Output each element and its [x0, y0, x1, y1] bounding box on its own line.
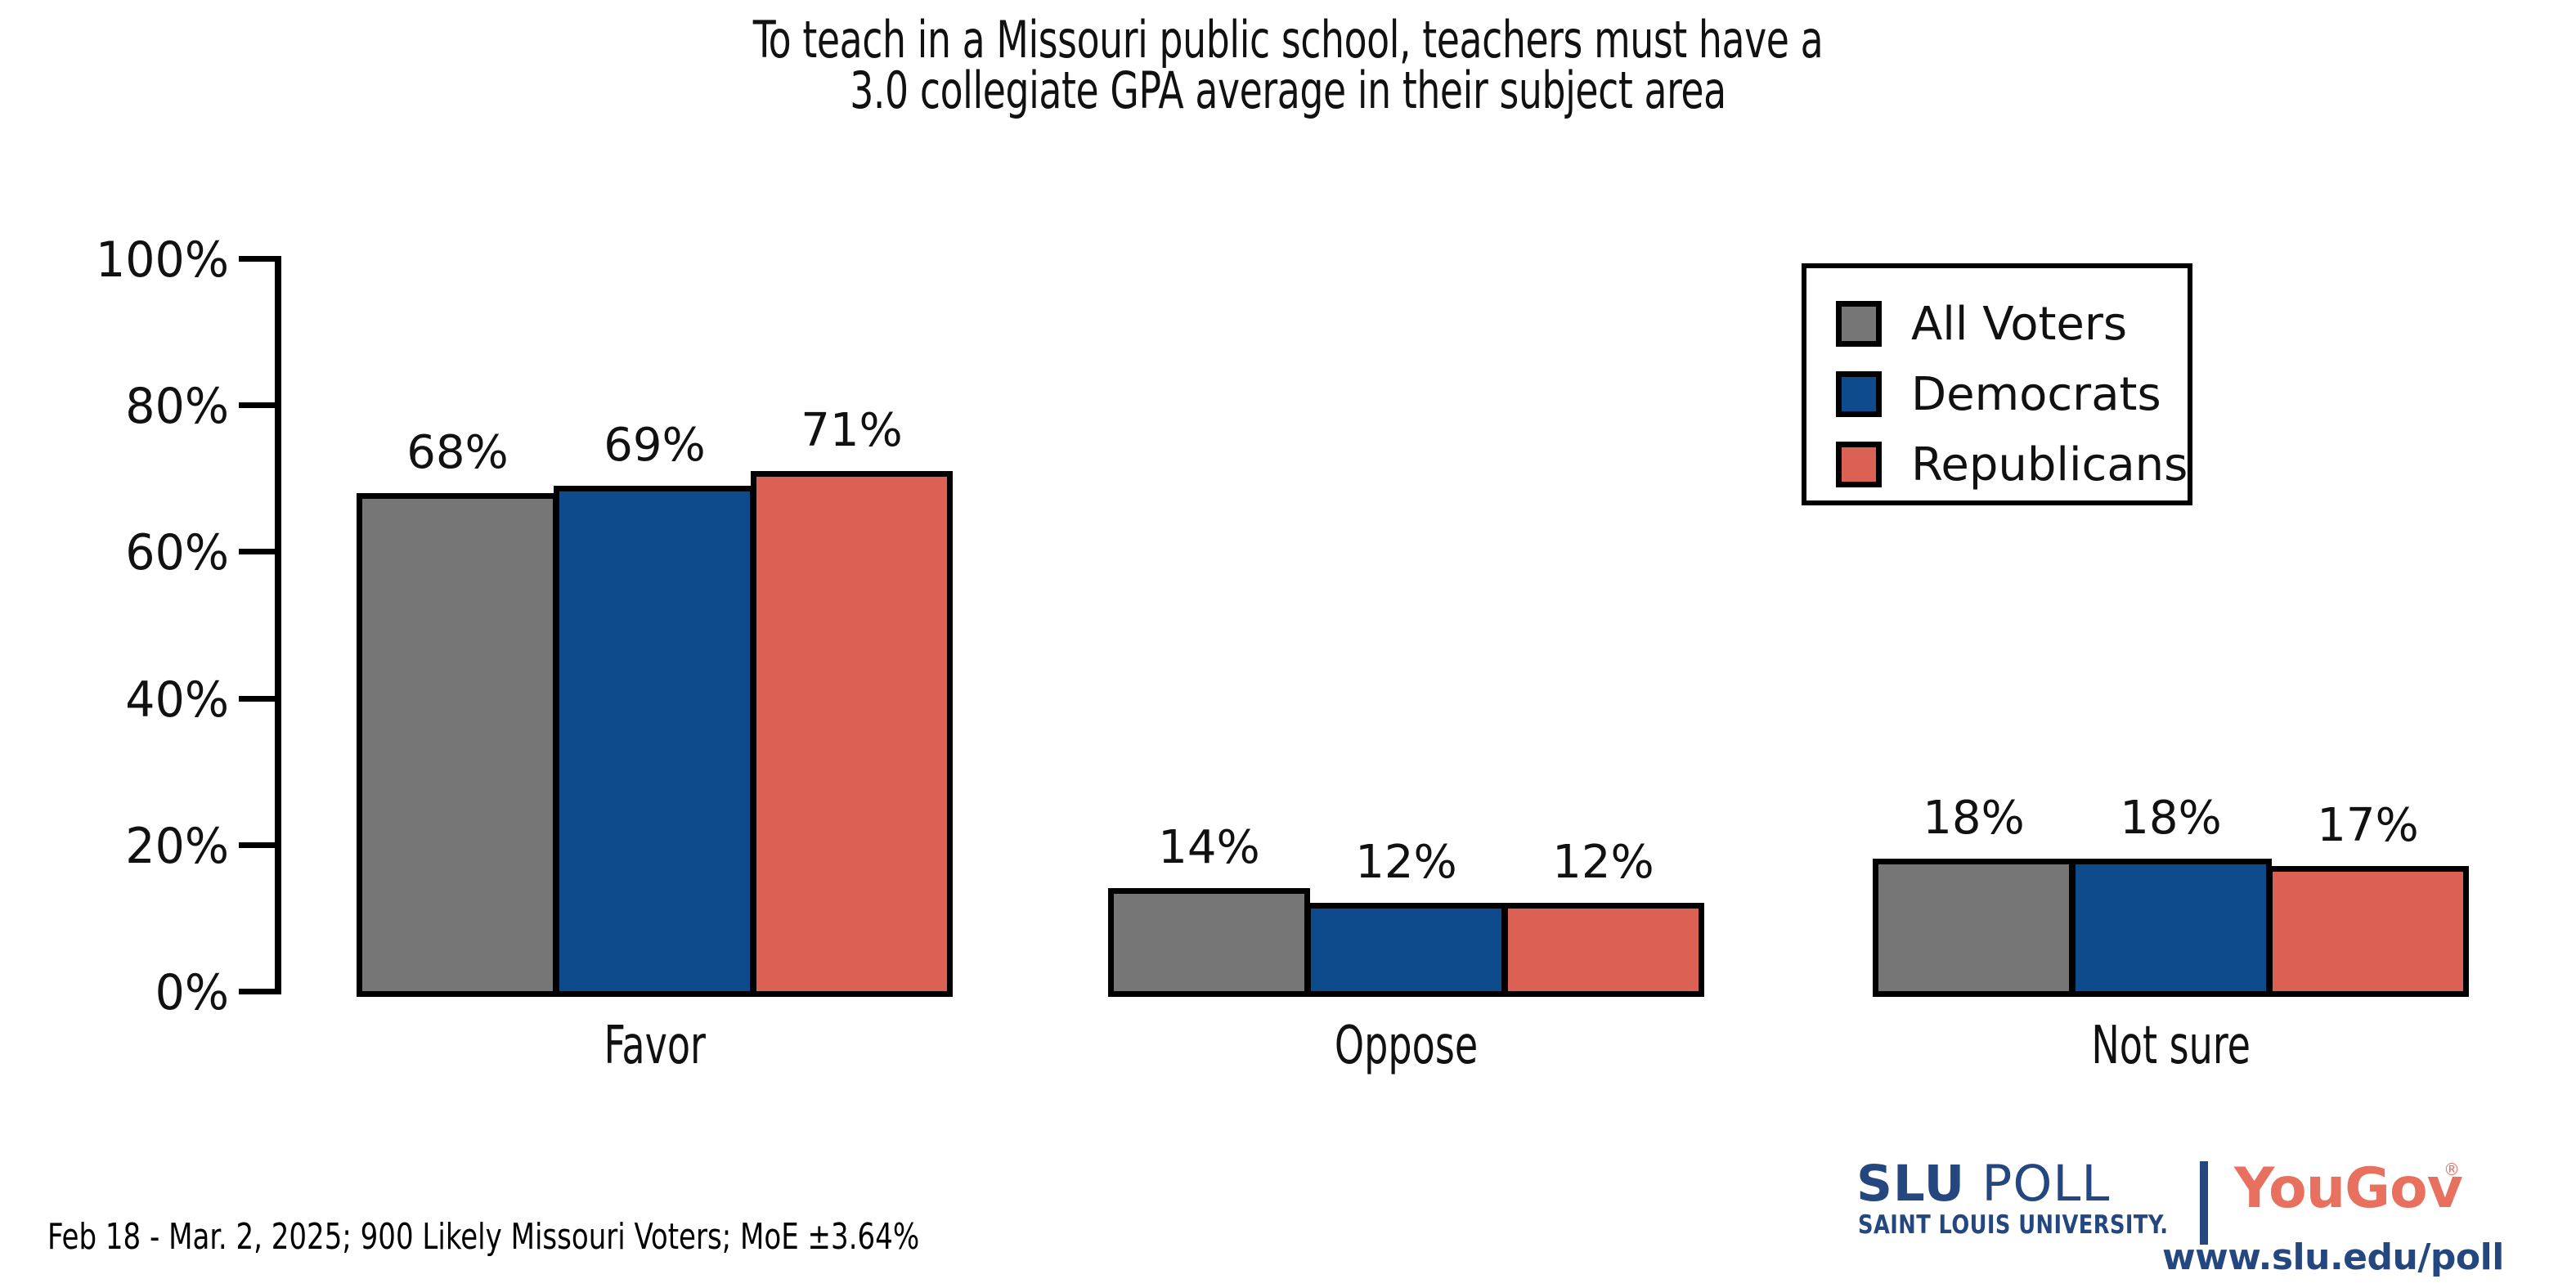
y-axis-tick-100: [239, 256, 281, 262]
bar-favor-all-voters[interactable]: [357, 493, 559, 997]
y-axis-label-80: 80%: [125, 378, 229, 435]
chart-title: To teach in a Missouri public school, te…: [0, 15, 2576, 116]
chart-title-line-1: To teach in a Missouri public school, te…: [752, 10, 1824, 70]
bar-value-notsure-all-voters: 18%: [1923, 792, 2025, 845]
bar-notsure-republicans[interactable]: [2267, 866, 2469, 997]
legend-label-republicans: Republicans: [1911, 438, 2188, 491]
legend-label-democrats: Democrats: [1911, 367, 2161, 421]
y-axis-label-40: 40%: [125, 671, 229, 729]
legend-swatch-all-voters: [1836, 301, 1882, 347]
bar-value-oppose-democrats: 12%: [1355, 836, 1457, 889]
legend-swatch-democrats: [1836, 371, 1882, 417]
slu-poll-url[interactable]: www.slu.edu/poll: [2162, 1236, 2504, 1278]
slu-bold-text: SLU: [1856, 1155, 1966, 1213]
bar-favor-republicans[interactable]: [751, 471, 953, 997]
bar-value-favor-all-voters: 68%: [406, 426, 509, 479]
bar-value-notsure-democrats: 18%: [2120, 792, 2222, 845]
legend: All Voters Democrats Republicans: [1802, 263, 2192, 505]
y-axis-label-0: 0%: [155, 964, 229, 1021]
legend-item-democrats[interactable]: Democrats: [1836, 365, 2161, 424]
footnote: Feb 18 - Mar. 2, 2025; 900 Likely Missou…: [47, 1216, 920, 1258]
logo-divider: [2200, 1161, 2208, 1245]
x-axis-label-favor: Favor: [604, 1016, 706, 1076]
y-axis-tick-40: [239, 696, 281, 702]
y-axis-tick-80: [239, 402, 281, 408]
bar-value-oppose-all-voters: 14%: [1158, 821, 1260, 874]
bar-oppose-democrats[interactable]: [1305, 903, 1507, 997]
registered-trademark-icon: ®: [2444, 1160, 2460, 1179]
poll-text: POLL: [1965, 1155, 2111, 1213]
bar-notsure-all-voters[interactable]: [1873, 859, 2075, 997]
bar-oppose-all-voters[interactable]: [1108, 888, 1310, 997]
bar-value-notsure-republicans: 17%: [2317, 799, 2419, 852]
x-axis-label-notsure: Not sure: [2091, 1016, 2251, 1076]
y-axis-label-100: 100%: [96, 231, 230, 289]
bar-value-favor-republicans: 71%: [801, 404, 903, 457]
legend-item-all-voters[interactable]: All Voters: [1836, 294, 2127, 353]
y-axis-label-20: 20%: [125, 818, 229, 875]
yougov-wordmark: YouGov: [2234, 1156, 2463, 1221]
chart-title-line-2: 3.0 collegiate GPA average in their subj…: [850, 61, 1726, 120]
bar-value-favor-democrats: 69%: [604, 419, 706, 472]
bar-favor-democrats[interactable]: [554, 486, 756, 997]
saint-louis-university-text: SAINT LOUIS UNIVERSITY.: [1858, 1210, 2169, 1240]
bar-value-oppose-republicans: 12%: [1552, 836, 1654, 889]
legend-item-republicans[interactable]: Republicans: [1836, 435, 2188, 494]
y-axis-tick-20: [239, 842, 281, 848]
legend-label-all-voters: All Voters: [1911, 297, 2128, 351]
bar-notsure-democrats[interactable]: [2070, 859, 2272, 997]
y-axis-tick-0: [239, 989, 281, 994]
bar-oppose-republicans[interactable]: [1502, 903, 1704, 997]
slu-poll-wordmark: SLU POLL: [1856, 1155, 2110, 1213]
y-axis-label-60: 60%: [125, 524, 229, 581]
legend-swatch-republicans: [1836, 442, 1882, 487]
y-axis-tick-60: [239, 549, 281, 554]
slu-poll-yougov-logo: SLU POLL SAINT LOUIS UNIVERSITY. YouGov …: [1856, 1155, 2504, 1278]
y-axis-spine: [275, 256, 281, 994]
x-axis-label-oppose: Oppose: [1334, 1016, 1479, 1076]
